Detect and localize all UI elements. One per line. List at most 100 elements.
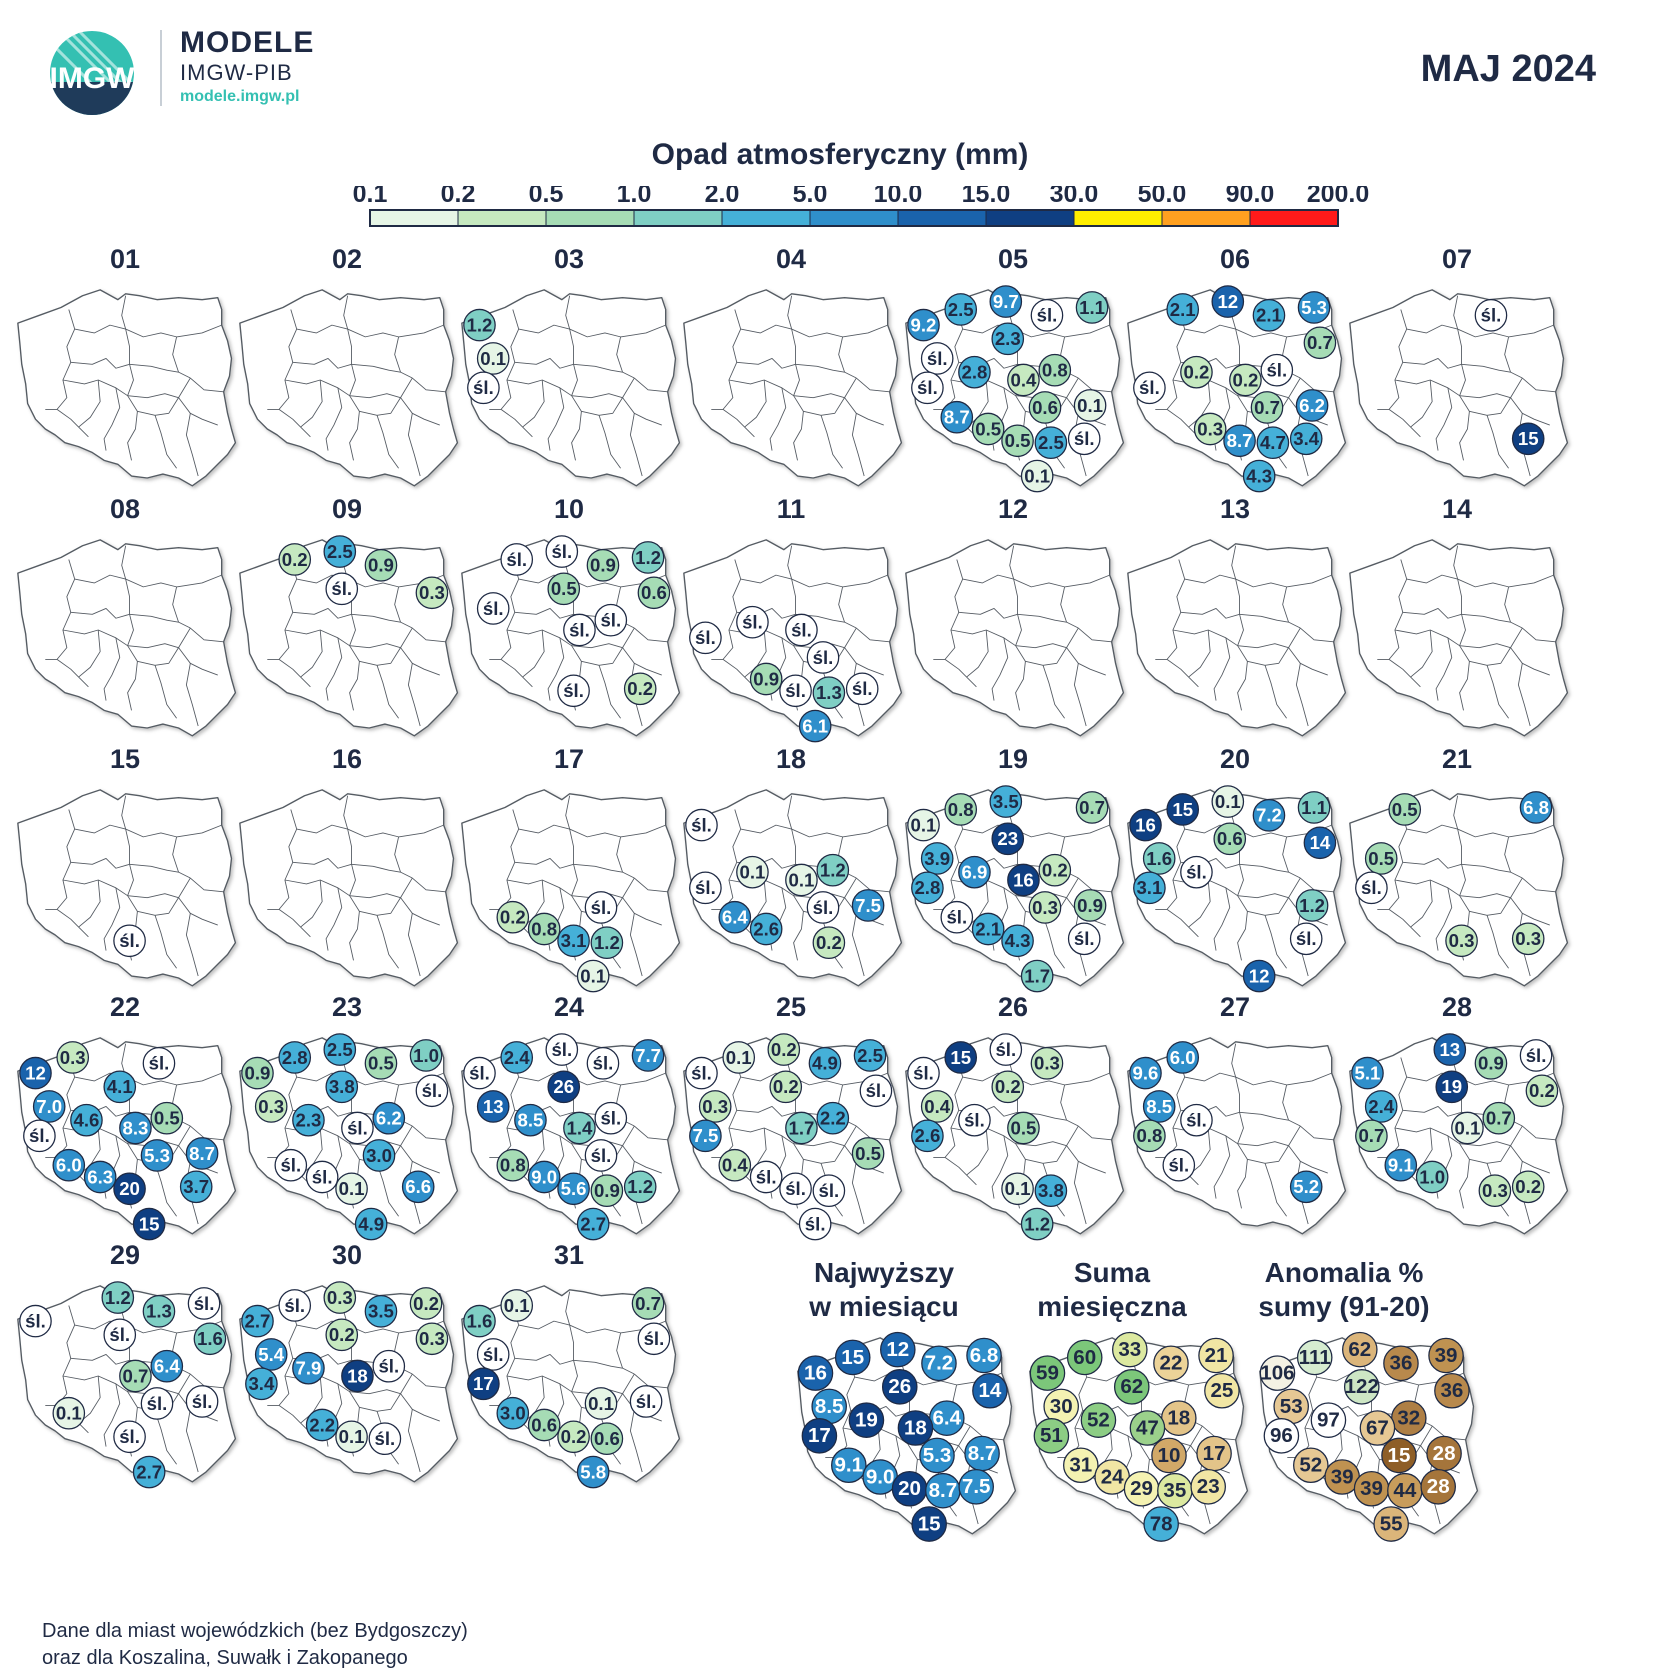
station-marker: 6.1 — [798, 709, 832, 743]
station-marker: 4.3 — [1242, 459, 1276, 493]
station-value: śl. — [813, 897, 834, 918]
station-value: 12 — [1249, 965, 1270, 986]
station-marker: śl. — [1180, 1103, 1213, 1137]
station-marker: 7.9 — [292, 1351, 325, 1385]
station-value: 0.1 — [580, 965, 606, 986]
station-marker: śl. — [103, 1318, 137, 1352]
legend-tick-label: 30.0 — [1050, 186, 1099, 208]
station-marker: śl. — [500, 543, 534, 576]
station-marker: 0.5 — [150, 1101, 184, 1135]
station-value: 2.6 — [753, 918, 779, 939]
station-value: 18 — [1167, 1407, 1190, 1430]
station-marker: 3.4 — [245, 1367, 278, 1401]
station-marker: 36 — [1434, 1372, 1470, 1409]
station-value: 9.1 — [834, 1454, 863, 1477]
station-value: śl. — [119, 930, 140, 951]
station-marker: 2.6 — [749, 912, 783, 946]
station-marker: 0.3 — [415, 576, 449, 610]
station-marker: 6.4 — [150, 1349, 184, 1383]
station-marker: 0.2 — [1511, 1170, 1545, 1204]
station-value: 14 — [1310, 832, 1331, 853]
station-marker: 0.2 — [1038, 853, 1072, 887]
station-value: 2.7 — [580, 1213, 606, 1234]
station-marker: śl. — [989, 1033, 1023, 1066]
station-marker: 0.5 — [971, 412, 1005, 446]
station-marker: 62 — [1113, 1369, 1150, 1405]
station-marker: 5.3 — [140, 1139, 174, 1172]
station-marker: śl. — [372, 1349, 406, 1383]
station-value: 52 — [1087, 1409, 1110, 1432]
station-value: 0.3 — [1449, 930, 1475, 951]
legend-tick-label: 0.1 — [353, 186, 388, 208]
station-value: 2.5 — [1038, 432, 1064, 453]
station-marker: 1.6 — [1142, 842, 1176, 875]
station-value: 0.1 — [789, 869, 815, 890]
station-marker: 0.1 — [500, 1289, 534, 1322]
station-value: 33 — [1118, 1338, 1141, 1361]
station-marker: 0.2 — [557, 1420, 590, 1454]
station-marker: 32 — [1391, 1400, 1427, 1436]
brand-url[interactable]: modele.imgw.pl — [180, 88, 300, 105]
station-value: 6.4 — [154, 1356, 181, 1377]
station-marker: 2.5 — [1034, 426, 1068, 460]
station-marker: 0.5 — [364, 1047, 398, 1080]
day-label: 20 — [1220, 744, 1250, 774]
station-marker: śl. — [689, 871, 722, 905]
day-map: śl.0.1 1.20.1śl.śl.6.42.67.50.2 — [684, 790, 902, 986]
station-value: śl. — [785, 680, 806, 701]
station-value: 0.3 — [419, 1328, 445, 1349]
station-marker: 30 — [1043, 1388, 1079, 1425]
station-value: 2.5 — [327, 1039, 353, 1060]
station-marker: 0.6 — [590, 1422, 624, 1456]
station-marker: 106 — [1259, 1355, 1296, 1391]
station-value: 0.5 — [368, 1053, 394, 1074]
day-label: 16 — [332, 744, 362, 774]
station-marker: 0.6 — [1028, 391, 1062, 424]
station-value: 0.9 — [753, 668, 779, 689]
station-value: 0.5 — [1011, 1117, 1037, 1138]
station-value: 0.8 — [1042, 360, 1068, 381]
station-value: 2.3 — [995, 328, 1021, 349]
poland-outline — [1128, 540, 1346, 736]
station-marker: 20 — [891, 1470, 928, 1507]
station-value: 30 — [1050, 1395, 1073, 1418]
day-map: 0.5 6.8 0.5 śl. 0.3 0.3 — [1350, 790, 1568, 986]
station-marker: 1.2 — [590, 926, 624, 960]
station-marker: 15 — [911, 1506, 947, 1542]
station-value: 0.2 — [1515, 1176, 1541, 1197]
station-marker: 0.5 — [851, 1137, 885, 1170]
station-value: 3.8 — [329, 1076, 355, 1097]
station-marker: 0.2 — [278, 543, 312, 576]
station-value: 1.2 — [594, 932, 620, 953]
station-value: 0.7 — [1079, 797, 1105, 818]
station-value: śl. — [756, 1166, 777, 1187]
station-value: 4.9 — [812, 1053, 838, 1074]
station-value: 14 — [978, 1379, 1001, 1402]
station-value: śl. — [347, 1117, 368, 1138]
station-value: 0.2 — [1233, 369, 1259, 390]
station-value: 7.2 — [925, 1352, 954, 1375]
station-value: 4.3 — [1005, 930, 1031, 951]
legend-title: Opad atmosferyczny (mm) — [651, 138, 1029, 171]
station-marker: 52 — [1293, 1447, 1329, 1484]
station-marker: 2.1 — [1166, 293, 1200, 326]
station-value: śl. — [280, 1155, 301, 1176]
station-marker: 10 — [1151, 1437, 1187, 1474]
station-value: 1.6 — [1146, 848, 1172, 869]
station-marker: śl. — [185, 1385, 219, 1418]
station-marker: 60 — [1066, 1339, 1103, 1376]
station-marker: śl. — [368, 1422, 402, 1456]
station-marker: 28 — [1426, 1435, 1462, 1472]
station-value: 0.9 — [1478, 1053, 1504, 1074]
station-marker: 0.3 — [698, 1090, 732, 1123]
station-value: 8.7 — [929, 1479, 958, 1502]
station-marker: 18 — [341, 1359, 374, 1393]
station-marker: śl. — [907, 1056, 940, 1090]
station-value: 2.4 — [504, 1047, 531, 1068]
station-value: 6.9 — [962, 862, 988, 883]
station-value: 4.6 — [74, 1110, 100, 1131]
station-marker: śl. — [812, 1174, 846, 1208]
station-marker: 4.1 — [103, 1070, 137, 1104]
day-map: 15 śl. 0.3 śl. 0.2 0.4 śl. 0.5 2.6 0.1 3.8 1.2 — [906, 1033, 1124, 1241]
station-marker: 5.8 — [576, 1455, 610, 1489]
